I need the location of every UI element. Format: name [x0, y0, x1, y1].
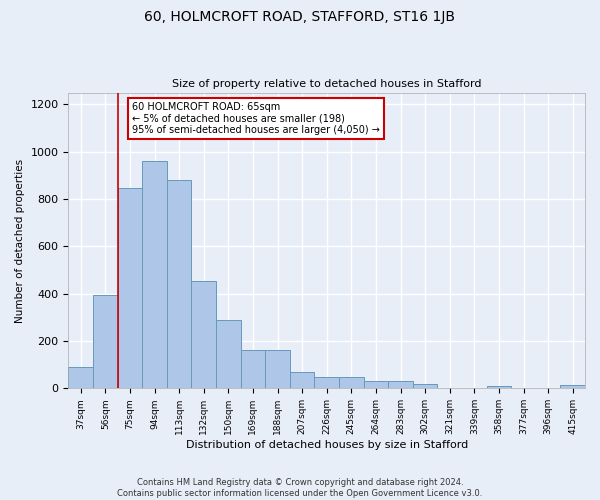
- Bar: [339, 376, 364, 388]
- Bar: [560, 385, 585, 388]
- Title: Size of property relative to detached houses in Stafford: Size of property relative to detached ho…: [172, 79, 481, 89]
- Bar: [314, 376, 339, 388]
- Bar: [118, 188, 142, 388]
- X-axis label: Distribution of detached houses by size in Stafford: Distribution of detached houses by size …: [185, 440, 468, 450]
- Bar: [93, 295, 118, 388]
- Bar: [265, 350, 290, 389]
- Bar: [216, 320, 241, 388]
- Y-axis label: Number of detached properties: Number of detached properties: [15, 158, 25, 322]
- Bar: [167, 180, 191, 388]
- Bar: [413, 384, 437, 388]
- Text: 60, HOLMCROFT ROAD, STAFFORD, ST16 1JB: 60, HOLMCROFT ROAD, STAFFORD, ST16 1JB: [145, 10, 455, 24]
- Text: 60 HOLMCROFT ROAD: 65sqm
← 5% of detached houses are smaller (198)
95% of semi-d: 60 HOLMCROFT ROAD: 65sqm ← 5% of detache…: [133, 102, 380, 135]
- Bar: [241, 350, 265, 389]
- Bar: [68, 367, 93, 388]
- Bar: [191, 280, 216, 388]
- Bar: [388, 381, 413, 388]
- Bar: [290, 372, 314, 388]
- Bar: [142, 161, 167, 388]
- Text: Contains HM Land Registry data © Crown copyright and database right 2024.
Contai: Contains HM Land Registry data © Crown c…: [118, 478, 482, 498]
- Bar: [487, 386, 511, 388]
- Bar: [364, 381, 388, 388]
